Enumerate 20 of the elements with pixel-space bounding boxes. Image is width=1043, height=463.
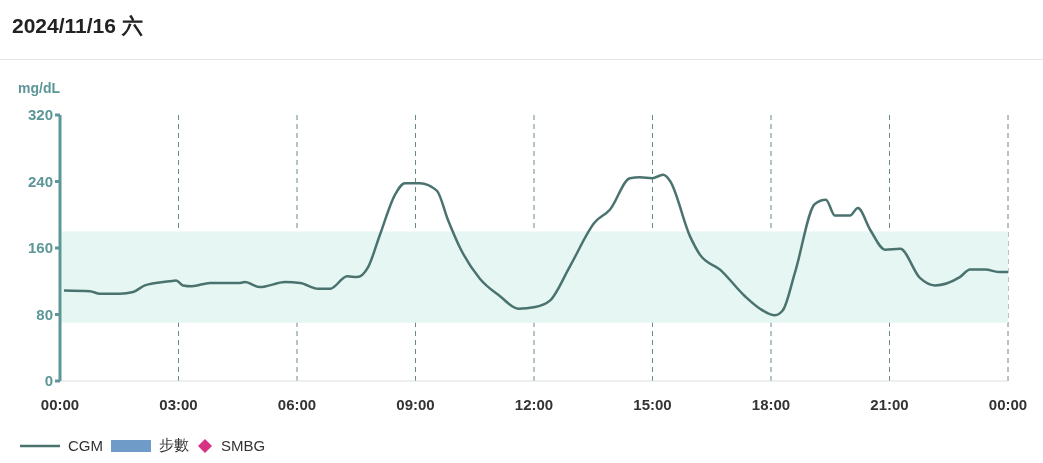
y-tick-label: 320 [27,106,53,124]
legend-label: 步數 [159,436,189,455]
line-series [62,173,1008,317]
x-tick-label: 06:00 [277,395,317,413]
y-axis-title: mg/dL [18,80,60,96]
chart-title: 2024/11/16 六 [12,13,143,39]
x-tick-label: 03:00 [159,395,198,413]
x-tick-label: 09:00 [396,395,435,413]
x-tick-label: 12:00 [514,395,554,413]
legend-label: SMBG [221,437,266,454]
x-tick-label: 00:00 [988,395,1028,413]
y-tick-label: 160 [27,239,53,257]
x-tick-label: 15:00 [633,395,672,413]
x-tick-label: 21:00 [870,395,909,413]
y-tick-label: 240 [27,172,53,190]
x-tick-label: 00:00 [40,395,80,413]
x-tick-label: 18:00 [751,395,791,413]
y-tick-label: 0 [44,372,53,390]
y-tick-label: 80 [36,305,53,323]
legend-label: CGM [68,437,103,454]
